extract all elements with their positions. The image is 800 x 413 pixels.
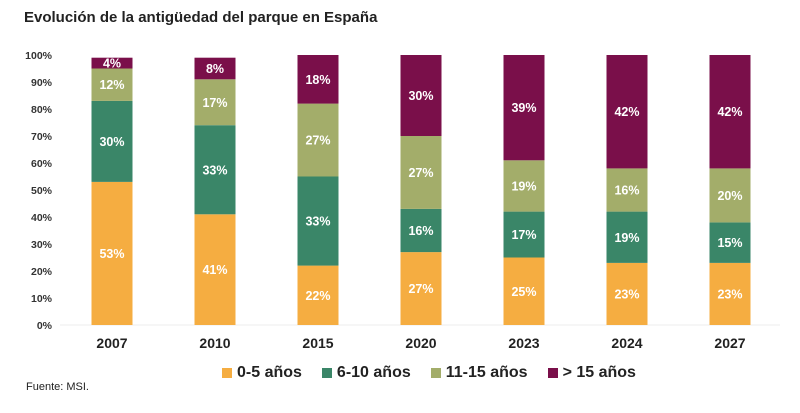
bar-segment [91, 68, 133, 101]
bar-segment [297, 55, 339, 104]
data-label: 20% [717, 189, 742, 203]
y-tick-label: 80% [31, 104, 53, 116]
data-label: 42% [717, 105, 742, 119]
data-label: 42% [614, 105, 639, 119]
y-tick-label: 40% [31, 212, 53, 224]
legend-swatch [222, 368, 232, 378]
bar-segment [194, 125, 236, 215]
bar-segment [91, 57, 133, 69]
legend-item: 0-5 años [222, 364, 302, 382]
bar-segment [297, 176, 339, 266]
legend-swatch [321, 368, 332, 378]
x-tick-label: 2027 [714, 335, 745, 351]
bar-segment [503, 211, 545, 258]
legend-label: 11-15 años [445, 364, 528, 381]
bar-segment [194, 214, 236, 325]
bar-segment [400, 252, 442, 325]
y-tick-label: 70% [31, 131, 53, 143]
data-label: 16% [614, 184, 639, 198]
source-note: Fuente: MSI. [26, 381, 89, 393]
legend-label: > 15 años [562, 364, 636, 381]
bar-segment [400, 136, 442, 209]
x-tick-label: 2020 [405, 335, 436, 351]
bar-segment [709, 55, 751, 169]
legend-label: 6-10 años [336, 364, 411, 381]
data-label: 12% [99, 78, 124, 92]
bar-segment [91, 181, 133, 325]
x-tick-label: 2010 [199, 335, 230, 351]
data-label: 15% [717, 236, 742, 250]
legend-item: > 15 años [547, 364, 636, 382]
y-tick-label: 50% [31, 185, 53, 197]
data-label: 17% [511, 228, 536, 242]
y-tick-label: 0% [37, 320, 53, 332]
data-label: 39% [511, 101, 536, 115]
legend: 0-5 años 6-10 años 11-15 años > 15 años [222, 364, 636, 382]
data-label: 33% [305, 215, 330, 229]
data-label: 23% [717, 287, 742, 301]
data-label: 30% [99, 135, 124, 149]
bar-segment [709, 222, 751, 263]
legend-swatch [547, 368, 558, 378]
data-label: 27% [305, 134, 330, 148]
bar-segment [503, 55, 545, 161]
bar-segment [606, 211, 648, 263]
bar-segment [606, 168, 648, 212]
data-label: 8% [206, 62, 224, 76]
bar-segment [606, 55, 648, 169]
bar-segment [91, 100, 133, 182]
bar-segment [400, 55, 442, 136]
chart-title: Evolución de la antigüedad del parque en… [24, 9, 378, 26]
data-label: 16% [408, 224, 433, 238]
bar-segment [400, 208, 442, 253]
legend-label: 0-5 años [237, 364, 302, 381]
x-tick-label: 2007 [96, 335, 127, 351]
y-tick-label: 30% [31, 239, 53, 251]
bar-segment [297, 265, 339, 325]
data-label: 33% [202, 163, 227, 177]
data-label: 23% [614, 287, 639, 301]
bar-segment [606, 262, 648, 325]
data-label: 18% [305, 73, 330, 87]
x-tick-label: 2023 [508, 335, 539, 351]
y-tick-label: 100% [25, 50, 53, 62]
legend-item: 6-10 años [321, 364, 411, 382]
bar-segment [194, 57, 236, 80]
legend-swatch [430, 368, 441, 378]
bar-segment [503, 160, 545, 212]
data-label: 27% [408, 282, 433, 296]
data-label: 30% [408, 89, 433, 103]
data-label: 19% [614, 231, 639, 245]
data-label: 4% [103, 57, 121, 71]
bar-segment [709, 168, 751, 223]
data-label: 22% [305, 289, 330, 303]
x-tick-label: 2015 [302, 335, 333, 351]
data-label: 19% [511, 179, 536, 193]
y-tick-label: 90% [31, 77, 53, 89]
y-tick-label: 60% [31, 158, 53, 170]
data-label: 53% [99, 247, 124, 261]
bar-segment [194, 79, 236, 126]
y-tick-label: 10% [31, 293, 53, 305]
data-label: 27% [408, 166, 433, 180]
data-label: 25% [511, 285, 536, 299]
bar-segment [297, 103, 339, 177]
legend-item: 11-15 años [430, 364, 528, 382]
bar-segment [709, 262, 751, 325]
y-tick-label: 20% [31, 266, 53, 278]
bar-segment [503, 257, 545, 325]
data-label: 41% [202, 263, 227, 277]
x-tick-label: 2024 [611, 335, 642, 351]
data-label: 17% [202, 96, 227, 110]
